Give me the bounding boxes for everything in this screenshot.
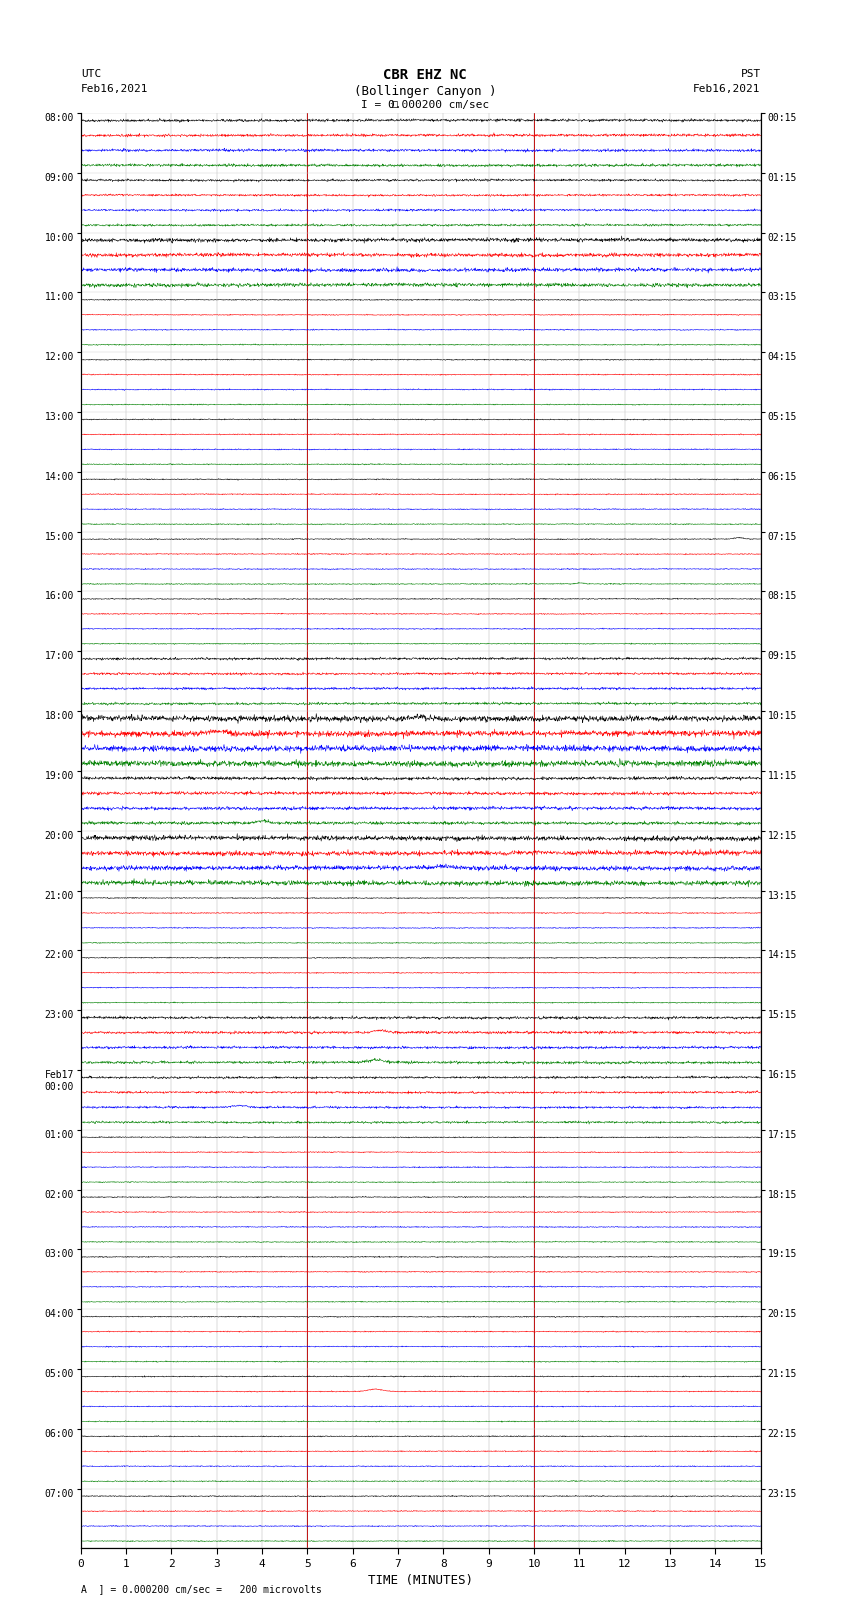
Text: Feb16,2021: Feb16,2021 bbox=[694, 84, 761, 94]
Text: Feb16,2021: Feb16,2021 bbox=[81, 84, 148, 94]
Text: (Bollinger Canyon ): (Bollinger Canyon ) bbox=[354, 85, 496, 98]
Text: UTC: UTC bbox=[81, 69, 101, 79]
Text: A  ] = 0.000200 cm/sec =   200 microvolts: A ] = 0.000200 cm/sec = 200 microvolts bbox=[81, 1584, 321, 1594]
Text: CBR EHZ NC: CBR EHZ NC bbox=[383, 68, 467, 82]
X-axis label: TIME (MINUTES): TIME (MINUTES) bbox=[368, 1574, 473, 1587]
Text: □: □ bbox=[393, 100, 398, 110]
Text: PST: PST bbox=[740, 69, 761, 79]
Text: I = 0.000200 cm/sec: I = 0.000200 cm/sec bbox=[361, 100, 489, 110]
